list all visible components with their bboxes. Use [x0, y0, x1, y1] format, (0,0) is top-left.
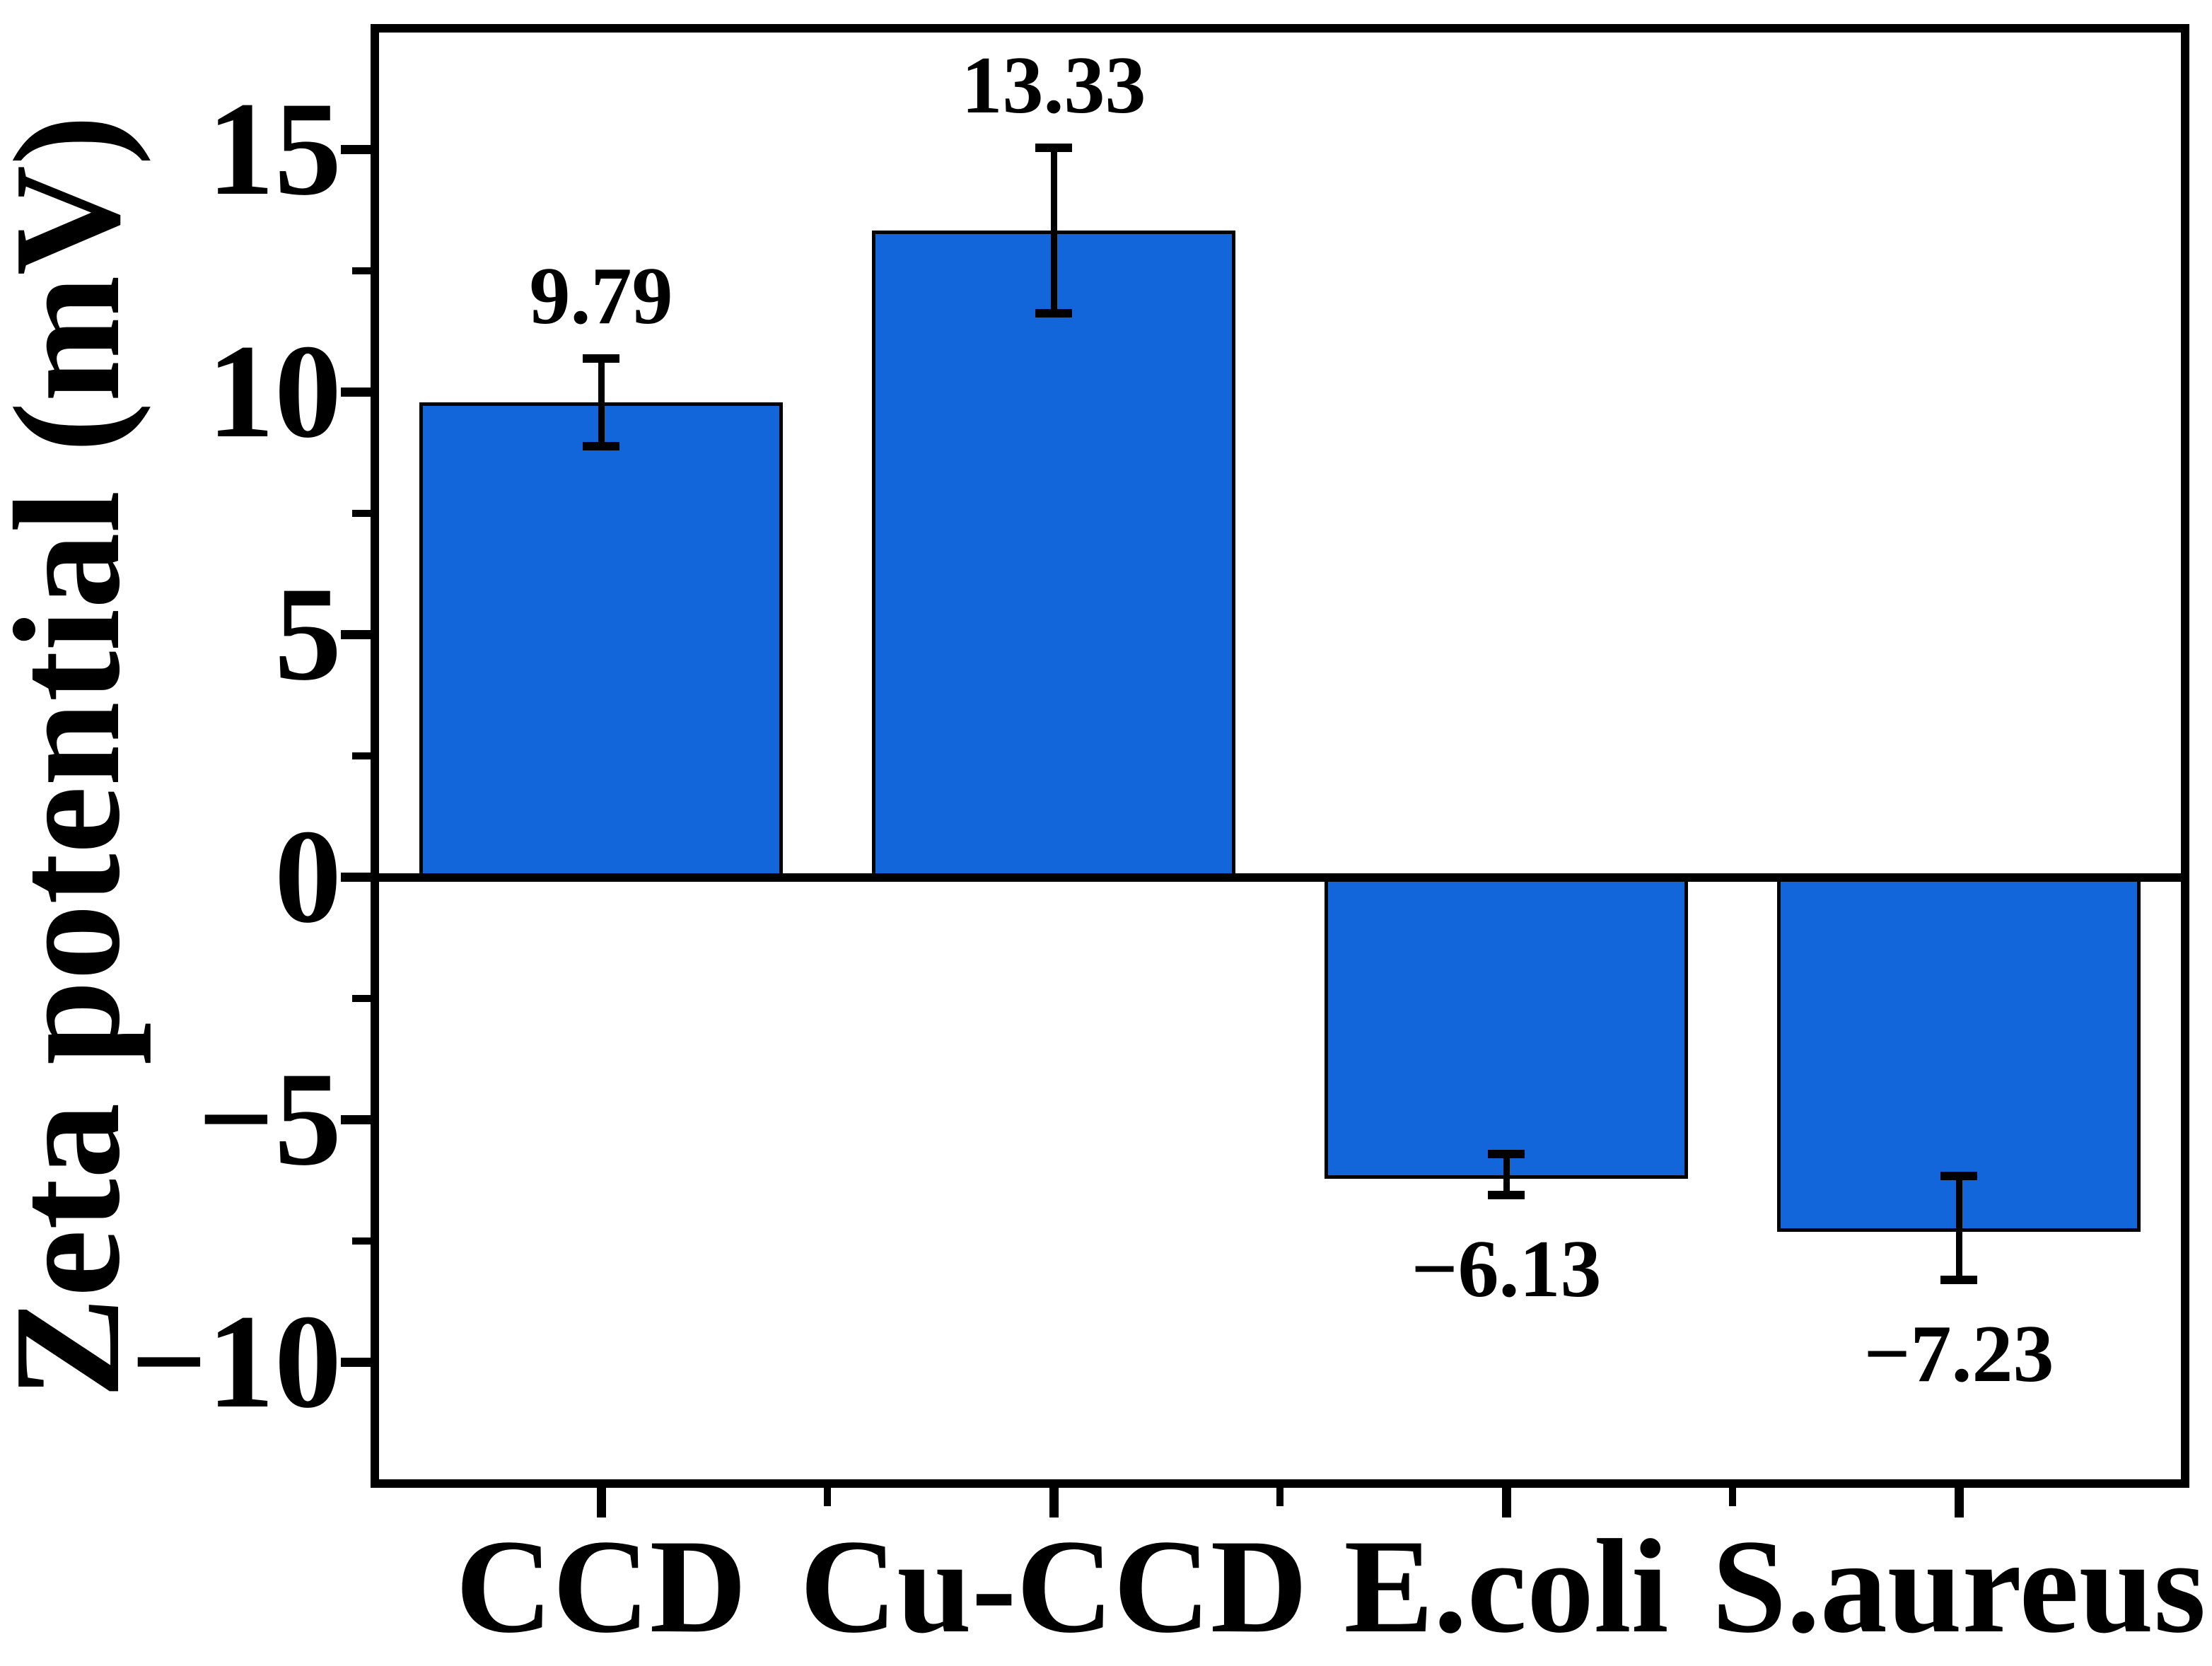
y-minor-tick	[352, 267, 371, 274]
error-bar-line	[1050, 148, 1057, 313]
error-bar-cap-bottom	[1035, 308, 1072, 318]
y-tick-label: 5	[274, 559, 342, 709]
x-major-tick	[1954, 1488, 1964, 1518]
error-bar-cap-top	[1940, 1172, 1977, 1181]
y-tick-label: −5	[197, 1044, 342, 1194]
error-bar-cap-bottom	[1488, 1190, 1525, 1199]
error-bar-cap-bottom	[1940, 1275, 1977, 1284]
value-label: −6.13	[1411, 1223, 1602, 1315]
y-tick-label: −10	[130, 1287, 342, 1436]
y-major-tick	[341, 630, 371, 639]
zero-line	[375, 873, 2185, 882]
y-minor-tick	[352, 995, 371, 1002]
bar-CCD	[419, 402, 783, 882]
y-major-tick	[341, 1115, 371, 1124]
y-minor-tick	[352, 752, 371, 759]
x-minor-tick	[1276, 1488, 1283, 1506]
error-bar-line	[1503, 1154, 1510, 1195]
x-tick-label: E.coli	[1344, 1513, 1669, 1661]
error-bar-cap-bottom	[583, 441, 619, 450]
y-minor-tick	[352, 1237, 371, 1245]
value-label: −7.23	[1863, 1308, 2054, 1399]
error-bar-cap-top	[1488, 1150, 1525, 1159]
x-tick-label: S.aureus	[1711, 1513, 2206, 1661]
error-bar-cap-top	[1035, 144, 1072, 153]
x-major-tick	[1049, 1488, 1059, 1518]
x-tick-label: CCD	[455, 1513, 747, 1661]
y-tick-label: 0	[274, 802, 342, 951]
y-major-tick	[341, 873, 371, 882]
x-minor-tick	[824, 1488, 831, 1506]
bar-E.coli	[1325, 877, 1688, 1179]
value-label: 13.33	[961, 40, 1146, 132]
y-tick-label: 15	[207, 74, 342, 223]
bar-Cu-CCD	[872, 231, 1235, 882]
error-bar-cap-top	[583, 354, 619, 363]
error-bar-line	[1955, 1176, 1962, 1280]
error-bar-line	[598, 359, 605, 446]
x-major-tick	[1501, 1488, 1511, 1518]
y-minor-tick	[352, 510, 371, 517]
x-minor-tick	[1729, 1488, 1736, 1506]
x-major-tick	[596, 1488, 606, 1518]
y-major-tick	[341, 1358, 371, 1367]
plot-border	[371, 24, 2189, 1488]
y-major-tick	[341, 145, 371, 154]
y-tick-label: 10	[207, 317, 342, 466]
x-tick-label: Cu-CCD	[800, 1513, 1308, 1661]
value-label: 9.79	[529, 251, 673, 342]
y-major-tick	[341, 388, 371, 397]
